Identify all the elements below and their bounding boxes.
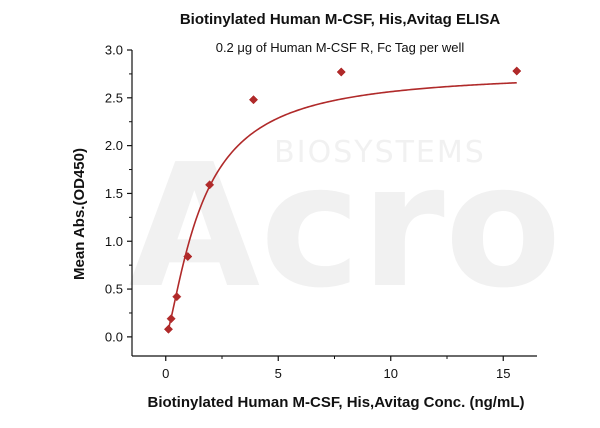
data-point: [172, 292, 182, 302]
watermark-logo: Acro BIOSYSTEMS: [129, 128, 562, 326]
data-point: [512, 66, 522, 76]
y-axis-label: Mean Abs.(OD450): [71, 148, 88, 280]
axes: 0.0 0.5 1.0 1.5 2.0 2.5 3.0 0 5 10 15: [105, 43, 537, 381]
data-points: [163, 66, 522, 334]
x-tick-label: 10: [384, 366, 398, 381]
x-axis-label: Biotinylated Human M-CSF, His,Avitag Con…: [148, 394, 525, 411]
y-tick-label: 1.0: [105, 234, 123, 249]
data-point: [248, 95, 259, 105]
x-tick-label: 5: [275, 366, 282, 381]
y-tick-label: 1.5: [105, 186, 123, 201]
x-tick-label: 0: [162, 366, 169, 381]
y-tick-label: 3.0: [105, 43, 123, 58]
fit-curve-group: [167, 81, 517, 330]
chart-title: Biotinylated Human M-CSF, His,Avitag ELI…: [180, 11, 500, 28]
y-tick-label: 2.0: [105, 138, 123, 153]
fit-curve: [167, 81, 517, 330]
data-point: [183, 251, 193, 262]
x-tick-label: 15: [496, 366, 510, 381]
svg-text:Acro: Acro: [129, 128, 562, 326]
data-point: [166, 314, 176, 324]
y-tick-label: 0.0: [105, 329, 123, 344]
data-point: [163, 324, 174, 334]
chart-subtitle: 0.2 μg of Human M-CSF R, Fc Tag per well: [216, 40, 465, 55]
data-point: [205, 180, 215, 190]
y-tick-label: 0.5: [105, 282, 123, 297]
data-point: [336, 67, 346, 77]
y-tick-label: 2.5: [105, 90, 123, 105]
svg-text:BIOSYSTEMS: BIOSYSTEMS: [274, 135, 486, 170]
